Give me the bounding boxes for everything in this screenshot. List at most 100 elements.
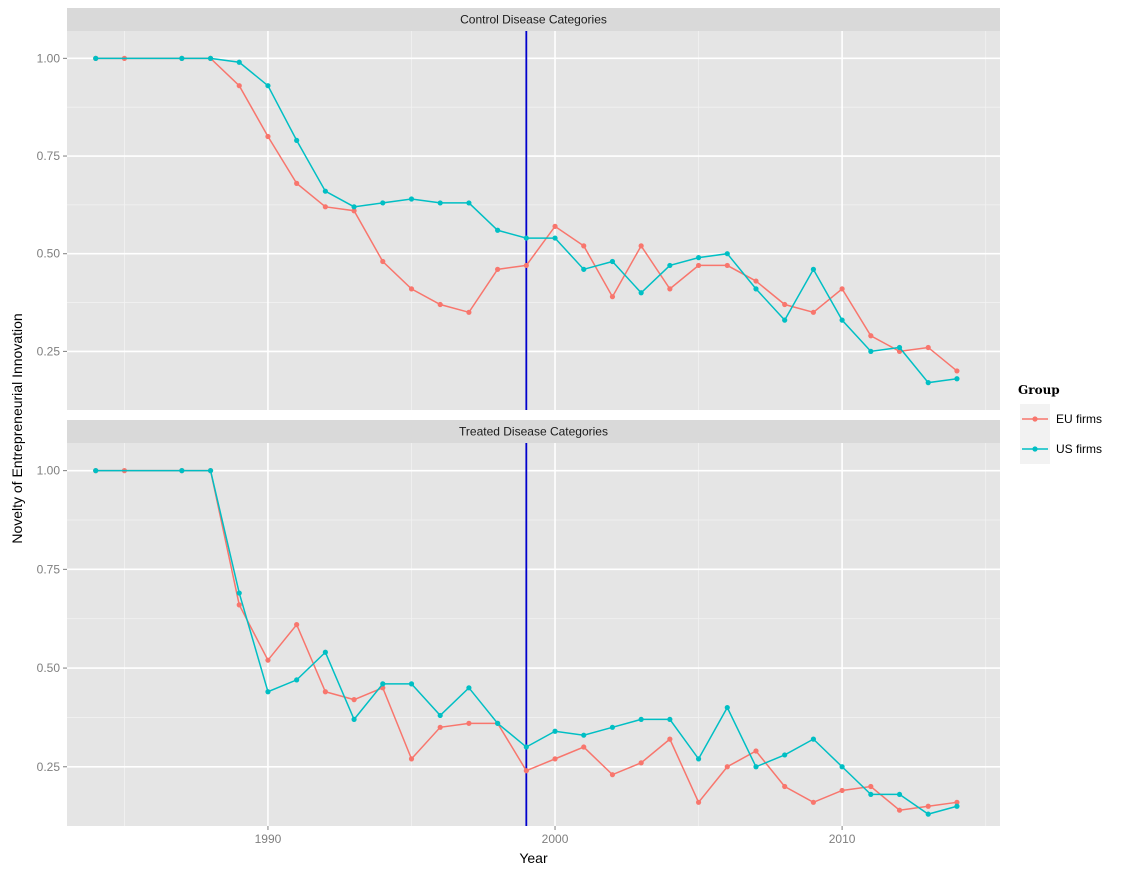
data-point-eu-firms bbox=[609, 772, 616, 778]
data-point-eu-firms bbox=[437, 301, 443, 308]
panel-1: Control Disease Categories 0.25 0.50 0.75 1.… bbox=[37, 8, 1000, 410]
data-point-us-firms bbox=[896, 791, 903, 798]
data-point-us-firms bbox=[638, 716, 644, 722]
data-point-us-firms bbox=[581, 732, 587, 738]
data-point-us-firms bbox=[552, 728, 558, 734]
x-axis-title: Year bbox=[519, 850, 548, 866]
legend-entry-eu-firms: EU firms bbox=[1020, 404, 1102, 434]
data-point-us-firms bbox=[782, 752, 788, 758]
data-point-eu-firms bbox=[609, 294, 616, 300]
data-point-us-firms bbox=[753, 286, 759, 292]
data-point-us-firms bbox=[93, 55, 99, 61]
panel-strip bbox=[67, 8, 1000, 31]
y-tick-label: 0.25 bbox=[37, 760, 61, 774]
data-point-us-firms bbox=[380, 200, 386, 206]
data-point-us-firms bbox=[609, 258, 616, 265]
data-point-us-firms bbox=[294, 137, 300, 144]
y-axis-title: Novelty of Entrepreneurial Innovation bbox=[9, 313, 25, 543]
panel-background bbox=[67, 31, 1000, 410]
data-point-us-firms bbox=[351, 204, 357, 210]
data-point-eu-firms bbox=[724, 262, 730, 269]
data-point-us-firms bbox=[437, 712, 443, 719]
data-point-eu-firms bbox=[466, 309, 472, 315]
data-point-eu-firms bbox=[896, 807, 903, 813]
data-point-eu-firms bbox=[466, 720, 472, 726]
data-point-us-firms bbox=[495, 227, 501, 233]
data-point-us-firms bbox=[581, 266, 587, 272]
data-point-eu-firms bbox=[782, 783, 788, 790]
panel-2: Treated Disease Categories 0.25 0.50 0.75 1.… bbox=[37, 420, 1000, 846]
data-point-us-firms bbox=[782, 317, 788, 323]
data-point-eu-firms bbox=[552, 223, 558, 229]
data-point-eu-firms bbox=[236, 602, 242, 608]
data-point-us-firms bbox=[753, 764, 759, 770]
y-tick-label: 0.75 bbox=[37, 149, 61, 163]
data-point-us-firms bbox=[408, 196, 415, 202]
data-point-us-firms bbox=[667, 716, 673, 722]
data-point-us-firms bbox=[523, 744, 529, 750]
data-point-eu-firms bbox=[868, 783, 874, 790]
data-point-us-firms bbox=[236, 59, 242, 65]
series-line-eu-firms bbox=[95, 469, 958, 811]
y-tick-label: 1.00 bbox=[37, 464, 61, 478]
data-point-eu-firms bbox=[810, 799, 817, 805]
data-point-eu-firms bbox=[954, 799, 960, 805]
data-point-us-firms bbox=[552, 235, 558, 241]
data-point-us-firms bbox=[667, 262, 673, 269]
y-tick-label: 0.25 bbox=[37, 344, 61, 358]
data-point-us-firms bbox=[695, 255, 702, 261]
data-point-eu-firms bbox=[782, 301, 788, 308]
data-point-us-firms bbox=[868, 791, 874, 798]
data-point-eu-firms bbox=[408, 286, 415, 292]
legend-key-point bbox=[1032, 416, 1038, 422]
legend-entry-us-firms: US firms bbox=[1020, 434, 1102, 464]
data-point-eu-firms bbox=[839, 286, 845, 292]
data-point-us-firms bbox=[466, 200, 472, 206]
data-point-us-firms bbox=[724, 704, 730, 711]
data-point-eu-firms bbox=[753, 748, 759, 754]
legend-key-point bbox=[1032, 446, 1038, 452]
data-point-eu-firms bbox=[810, 309, 817, 315]
data-point-us-firms bbox=[896, 344, 903, 351]
data-point-eu-firms bbox=[724, 764, 730, 770]
data-point-us-firms bbox=[179, 55, 185, 61]
legend-label: EU firms bbox=[1056, 412, 1102, 426]
panel-title: Treated Disease Categories bbox=[459, 425, 608, 439]
data-point-us-firms bbox=[810, 736, 817, 742]
x-tick-label: 2000 bbox=[542, 832, 569, 846]
data-point-us-firms bbox=[265, 83, 271, 89]
data-point-us-firms bbox=[207, 468, 214, 474]
legend-title: Group bbox=[1018, 383, 1060, 397]
data-point-us-firms bbox=[179, 468, 185, 474]
data-point-us-firms bbox=[236, 590, 242, 596]
data-point-us-firms bbox=[93, 468, 99, 474]
data-point-us-firms bbox=[322, 188, 328, 194]
panel-title: Control Disease Categories bbox=[460, 13, 607, 27]
data-point-eu-firms bbox=[925, 344, 931, 351]
data-point-us-firms bbox=[408, 681, 415, 687]
data-point-eu-firms bbox=[265, 133, 271, 140]
data-point-us-firms bbox=[495, 720, 501, 726]
data-point-us-firms bbox=[437, 200, 443, 206]
y-tick-label: 0.50 bbox=[37, 661, 61, 675]
data-point-us-firms bbox=[638, 290, 644, 296]
data-point-us-firms bbox=[839, 317, 845, 323]
data-point-us-firms bbox=[925, 380, 931, 386]
data-point-eu-firms bbox=[322, 204, 328, 210]
data-point-eu-firms bbox=[925, 803, 931, 809]
data-point-eu-firms bbox=[495, 266, 501, 272]
data-point-us-firms bbox=[380, 681, 386, 687]
data-point-us-firms bbox=[322, 649, 328, 655]
data-point-us-firms bbox=[466, 685, 472, 691]
data-point-eu-firms bbox=[523, 262, 529, 269]
data-point-eu-firms bbox=[839, 787, 845, 794]
data-point-us-firms bbox=[724, 251, 730, 257]
data-point-eu-firms bbox=[695, 262, 702, 269]
x-tick-label: 1990 bbox=[255, 832, 282, 846]
data-point-eu-firms bbox=[322, 689, 328, 695]
panel-background bbox=[67, 443, 1000, 826]
data-point-us-firms bbox=[265, 689, 271, 695]
data-point-eu-firms bbox=[437, 724, 443, 730]
data-point-us-firms bbox=[609, 724, 616, 730]
